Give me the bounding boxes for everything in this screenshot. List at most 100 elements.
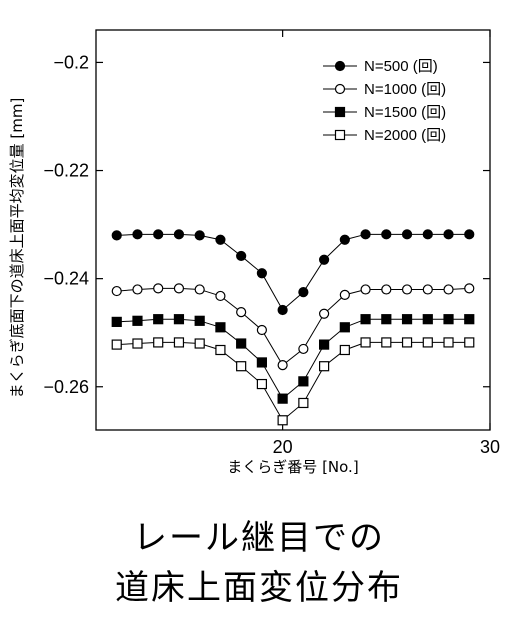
- data-point: [173, 337, 185, 348]
- data-point: [443, 337, 454, 348]
- data-point: [422, 284, 433, 295]
- data-point: [298, 376, 309, 387]
- data-point: [256, 357, 267, 368]
- series-line: [116, 287, 470, 366]
- series-1: [111, 229, 475, 316]
- data-point: [319, 308, 330, 319]
- data-point: [277, 415, 288, 426]
- data-point: [256, 378, 267, 390]
- data-point: [443, 284, 454, 295]
- data-point: [360, 229, 371, 240]
- y-tick-label: −0.2: [53, 52, 89, 72]
- data-point: [319, 339, 330, 350]
- data-point: [422, 314, 433, 325]
- caption-line-2: 道床上面変位分布: [115, 568, 403, 608]
- data-point: [464, 283, 475, 294]
- legend-label: N=500 (回): [364, 58, 438, 75]
- data-point: [215, 322, 226, 333]
- legend-marker: [334, 106, 346, 118]
- data-point: [256, 324, 267, 336]
- data-point: [111, 285, 122, 297]
- data-point: [173, 314, 185, 325]
- data-point: [194, 284, 205, 295]
- data-point: [319, 361, 330, 372]
- y-axis-label: まくらぎ底面下の道床上面平均変位量 [mm]: [8, 98, 26, 399]
- data-point: [422, 337, 433, 348]
- x-tick-label: 30: [480, 437, 500, 457]
- series-line: [116, 233, 470, 311]
- data-point: [111, 339, 122, 350]
- data-point: [153, 229, 164, 240]
- data-point: [215, 234, 226, 245]
- data-point: [443, 229, 454, 240]
- data-point: [401, 314, 413, 325]
- data-point: [298, 397, 309, 409]
- data-point: [194, 315, 205, 326]
- data-point: [464, 337, 475, 348]
- legend-label: N=1000 (回): [364, 81, 446, 98]
- legend-marker: [334, 129, 346, 141]
- legend-marker: [334, 60, 346, 72]
- data-point: [111, 316, 122, 327]
- data-point: [360, 284, 371, 295]
- legend: N=500 (回) N=1000 (回) N=1500 (回) N=2000 (回): [323, 58, 446, 144]
- data-point: [360, 314, 371, 325]
- data-point: [153, 337, 164, 348]
- legend-item: N=1500 (回): [323, 104, 446, 121]
- data-point: [153, 314, 164, 325]
- series-3: [111, 314, 475, 404]
- data-point: [298, 343, 309, 355]
- legend-marker: [334, 83, 346, 95]
- data-point: [422, 229, 433, 240]
- data-point: [236, 338, 247, 349]
- data-point: [339, 289, 350, 300]
- data-point: [236, 361, 247, 372]
- data-point: [236, 250, 247, 262]
- data-point: [381, 229, 392, 240]
- x-axis-label: まくらぎ番号 [No.]: [227, 458, 358, 476]
- series-2: [111, 283, 475, 371]
- data-point: [153, 283, 164, 294]
- data-point: [236, 307, 247, 318]
- data-point: [173, 229, 185, 240]
- legend-label: N=2000 (回): [364, 127, 446, 144]
- legend-item: N=500 (回): [323, 58, 438, 75]
- data-point: [443, 314, 454, 325]
- data-point: [132, 338, 143, 349]
- data-point: [194, 230, 205, 241]
- data-point: [464, 314, 475, 325]
- series-4: [111, 337, 475, 426]
- data-point: [194, 338, 205, 349]
- data-point: [381, 314, 392, 325]
- data-point: [360, 337, 371, 348]
- data-point: [132, 229, 143, 240]
- series-line: [116, 341, 470, 422]
- data-point: [381, 284, 392, 295]
- legend-item: N=1000 (回): [323, 81, 446, 98]
- data-point: [215, 344, 226, 356]
- data-point: [277, 393, 288, 404]
- data-point: [401, 284, 413, 295]
- data-point: [256, 268, 267, 279]
- data-point: [132, 284, 143, 295]
- data-point: [319, 254, 330, 265]
- x-tick-label: 20: [273, 437, 293, 457]
- data-point: [215, 290, 226, 302]
- data-point: [173, 283, 185, 294]
- chart: 20 30 −0.2 −0.22 −0.24 −0.26 N=500 (回) N=1000 …: [8, 29, 500, 476]
- data-point: [339, 322, 350, 333]
- data-point: [298, 287, 309, 298]
- series-line: [116, 318, 470, 400]
- legend-item: N=2000 (回): [323, 127, 446, 144]
- caption-line-1: レール継目での: [133, 518, 385, 558]
- y-tick-label: −0.26: [43, 377, 89, 397]
- data-point: [339, 344, 350, 356]
- y-tick-label: −0.22: [43, 161, 89, 181]
- data-point: [464, 229, 475, 240]
- data-point: [132, 315, 143, 326]
- data-point: [339, 234, 350, 245]
- data-point: [381, 337, 392, 348]
- plot-frame: [95, 29, 491, 431]
- data-point: [277, 304, 288, 316]
- data-point: [401, 337, 413, 348]
